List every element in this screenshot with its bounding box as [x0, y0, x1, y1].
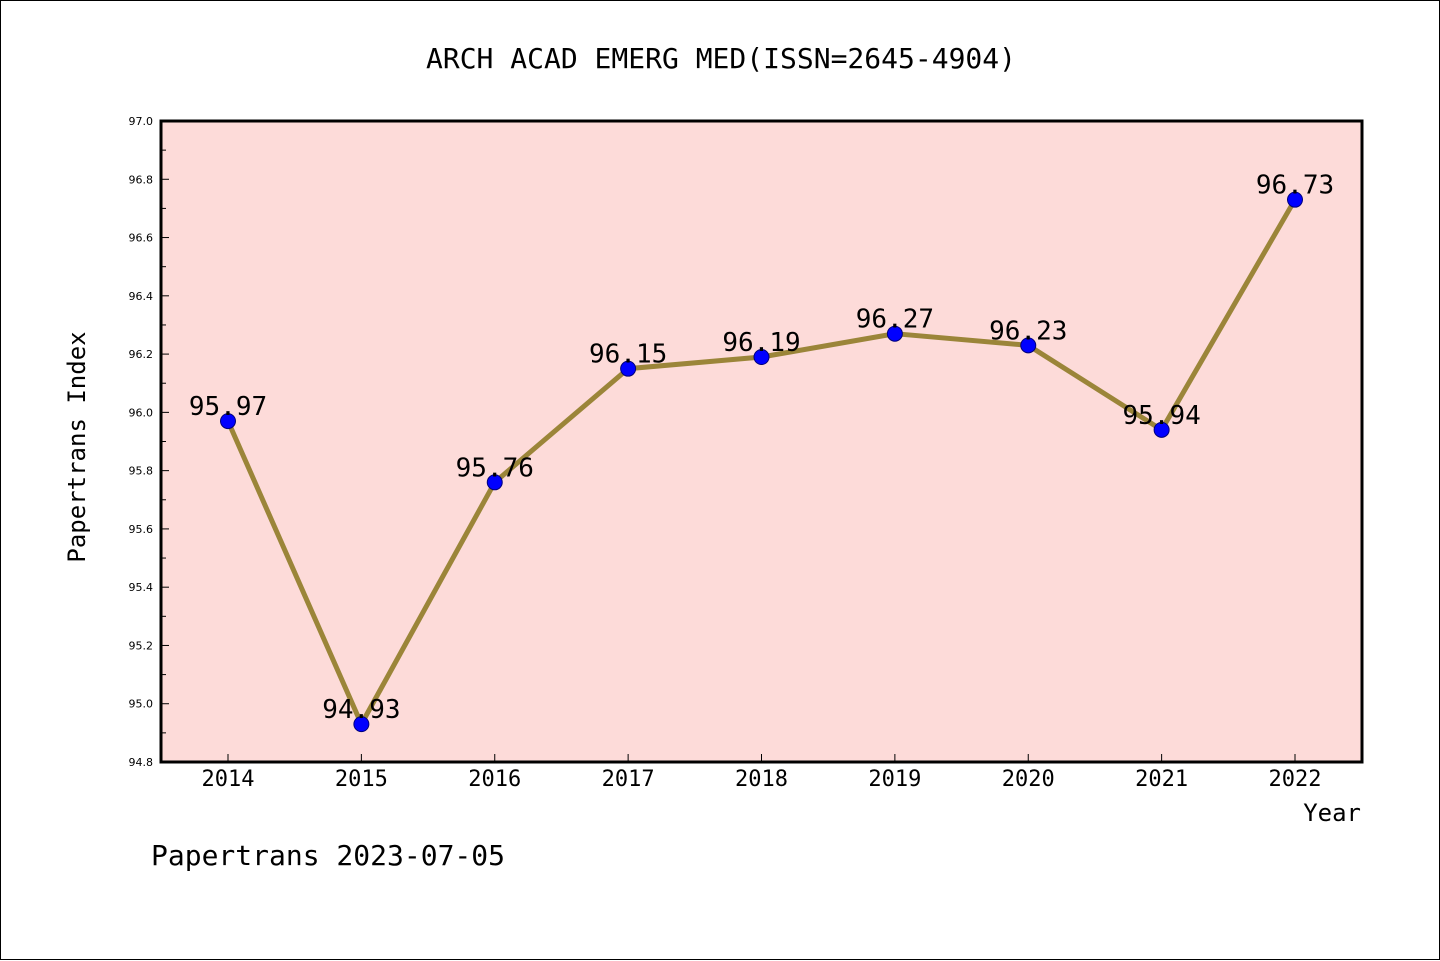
y-tick-label: 95.6: [129, 523, 154, 536]
x-axis: 2014 2015 2016 2017 2018 2019 2020 2021 2022: [202, 754, 1322, 792]
data-label: 96.19: [722, 328, 800, 358]
x-axis-label: Year: [1303, 799, 1361, 827]
x-tick-label: 2018: [735, 767, 788, 792]
data-point: [620, 360, 637, 377]
y-tick-label: 97.0: [129, 115, 154, 128]
x-tick-label: 2019: [868, 767, 921, 792]
x-tick-label: 2020: [1002, 767, 1055, 792]
x-tick-label: 2022: [1269, 767, 1322, 792]
data-point: [353, 716, 370, 733]
data-labels: 95.97 94.93 95.76 96.15 96.19 96.27 96.23 95.94…: [189, 171, 1334, 725]
y-tick-label: 96.8: [129, 173, 154, 186]
x-tick-label: 2015: [335, 767, 388, 792]
data-point: [486, 474, 503, 491]
data-markers: [220, 191, 1303, 733]
y-tick-label: 96.2: [129, 348, 154, 361]
data-label: 94.93: [322, 695, 400, 725]
y-tick-label: 95.4: [129, 581, 154, 594]
data-point: [220, 413, 236, 430]
x-tick-label: 2016: [468, 767, 521, 792]
footer-credit: Papertrans 2023-07-05: [151, 839, 505, 872]
plot-area: [159, 119, 1364, 764]
y-tick-label: 95.2: [129, 639, 154, 652]
y-tick-label: 95.8: [129, 465, 154, 478]
y-tick-label: 94.8: [129, 756, 154, 769]
y-axis: 94.8 95.0 95.2 95.4 95.6 95.8 96.0 96.2 96.4 96.6…: [129, 115, 169, 769]
data-label: 96.23: [989, 316, 1067, 346]
chart-title: ARCH ACAD EMERG MED(ISSN=2645-4904): [426, 42, 1016, 75]
data-label: 96.15: [589, 340, 667, 370]
data-label: 95.94: [1122, 401, 1200, 431]
y-axis-label: Papertrans Index: [63, 331, 91, 562]
data-point: [1153, 421, 1170, 438]
data-point: [1020, 337, 1037, 354]
data-point: [1287, 191, 1303, 208]
y-tick-label: 95.0: [129, 698, 154, 711]
x-tick-label: 2021: [1135, 767, 1188, 792]
data-label: 95.76: [456, 453, 534, 483]
data-point: [753, 349, 770, 366]
data-point: [886, 325, 903, 342]
y-tick-label: 96.0: [129, 406, 154, 419]
y-tick-label: 96.6: [129, 232, 154, 245]
x-tick-label: 2017: [602, 767, 655, 792]
y-tick-label: 96.4: [129, 290, 154, 303]
data-label: 96.27: [856, 305, 934, 335]
data-label: 95.97: [189, 392, 267, 422]
x-tick-label: 2014: [202, 767, 255, 792]
data-label: 96.73: [1256, 171, 1334, 201]
